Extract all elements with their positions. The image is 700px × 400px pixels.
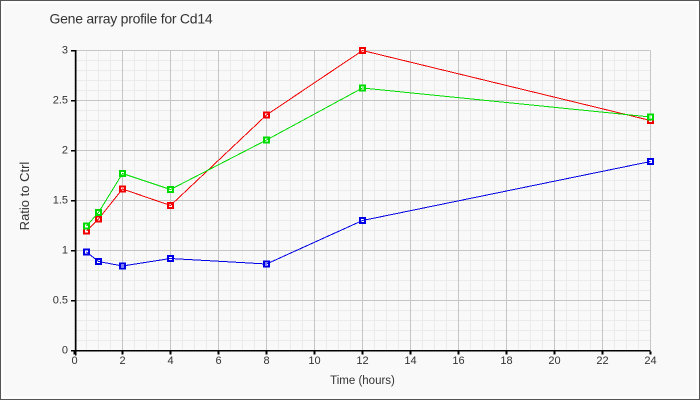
svg-text:2: 2 bbox=[62, 145, 68, 157]
svg-text:0: 0 bbox=[62, 345, 68, 357]
svg-text:Ratio to Ctrl: Ratio to Ctrl bbox=[17, 162, 32, 231]
svg-text:10: 10 bbox=[308, 355, 320, 367]
svg-text:20: 20 bbox=[548, 355, 560, 367]
svg-text:1: 1 bbox=[62, 245, 68, 257]
svg-text:3: 3 bbox=[62, 45, 68, 57]
svg-text:2.5: 2.5 bbox=[53, 95, 68, 107]
svg-text:4: 4 bbox=[167, 355, 173, 367]
svg-text:1.5: 1.5 bbox=[53, 195, 68, 207]
svg-text:2: 2 bbox=[119, 355, 125, 367]
svg-text:0.5: 0.5 bbox=[53, 295, 68, 307]
svg-text:16: 16 bbox=[452, 355, 464, 367]
svg-text:24: 24 bbox=[644, 355, 656, 367]
svg-text:8: 8 bbox=[263, 355, 269, 367]
svg-text:18: 18 bbox=[500, 355, 512, 367]
svg-text:Gene array profile for Cd14: Gene array profile for Cd14 bbox=[50, 11, 213, 27]
svg-text:14: 14 bbox=[404, 355, 416, 367]
svg-text:0: 0 bbox=[71, 355, 77, 367]
svg-text:Time (hours): Time (hours) bbox=[330, 375, 395, 387]
svg-text:22: 22 bbox=[596, 355, 608, 367]
svg-text:6: 6 bbox=[215, 355, 221, 367]
svg-text:12: 12 bbox=[356, 355, 368, 367]
